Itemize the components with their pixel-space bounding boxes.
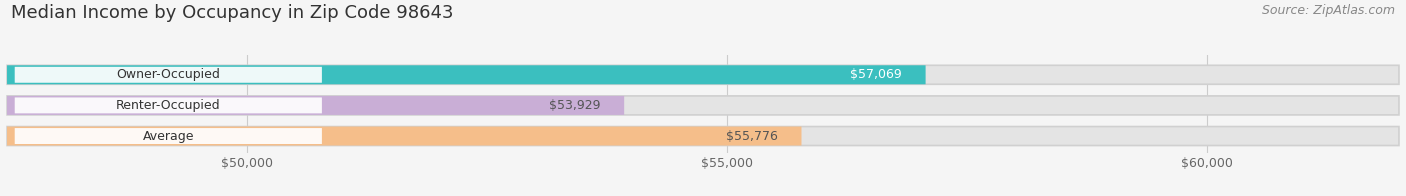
FancyBboxPatch shape [7,96,1399,115]
Text: $57,069: $57,069 [849,68,901,81]
FancyBboxPatch shape [14,67,322,83]
FancyBboxPatch shape [7,65,925,84]
FancyBboxPatch shape [14,97,322,113]
FancyBboxPatch shape [7,127,1399,145]
Text: Average: Average [142,130,194,142]
Text: Source: ZipAtlas.com: Source: ZipAtlas.com [1261,4,1395,17]
Text: Median Income by Occupancy in Zip Code 98643: Median Income by Occupancy in Zip Code 9… [11,4,454,22]
FancyBboxPatch shape [7,127,801,145]
Text: Owner-Occupied: Owner-Occupied [117,68,221,81]
FancyBboxPatch shape [7,65,1399,84]
FancyBboxPatch shape [14,128,322,144]
Text: Renter-Occupied: Renter-Occupied [115,99,221,112]
FancyBboxPatch shape [7,96,624,115]
Text: $53,929: $53,929 [548,99,600,112]
Text: $55,776: $55,776 [725,130,778,142]
